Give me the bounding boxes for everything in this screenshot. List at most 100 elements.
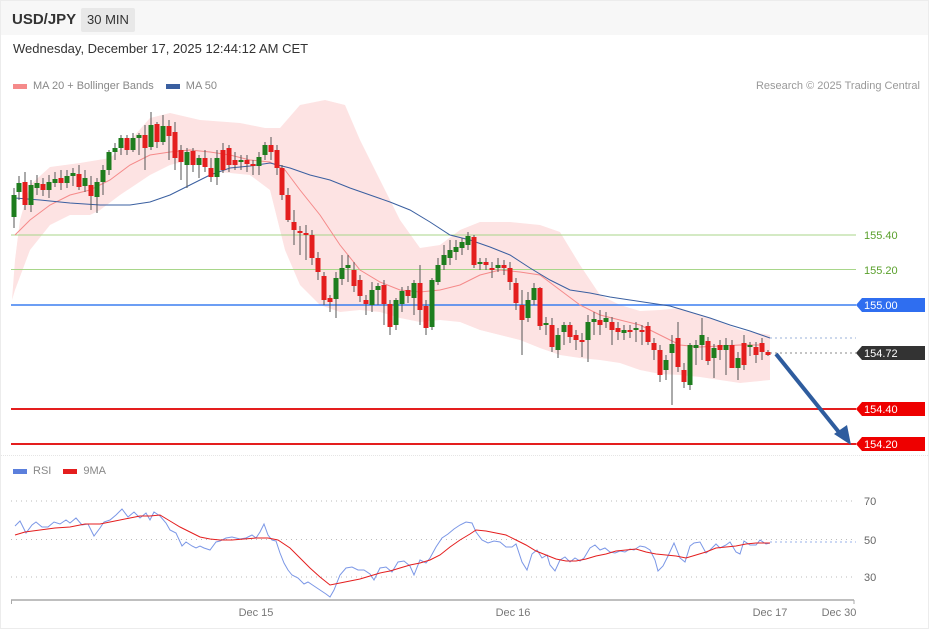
ma50-line	[14, 162, 771, 339]
legend-label: RSI	[33, 465, 52, 477]
candle-up	[214, 158, 220, 177]
candle-up	[531, 288, 537, 300]
candle-up	[100, 170, 106, 182]
candle-up	[262, 145, 268, 155]
candle-down	[172, 132, 178, 158]
candle-up	[543, 323, 549, 325]
candle-down	[705, 341, 711, 361]
candle-up	[160, 126, 166, 142]
ma20-line	[14, 149, 760, 348]
candle-down	[226, 148, 232, 165]
bollinger-band	[12, 100, 770, 383]
candle-up	[633, 328, 639, 330]
candle-down	[675, 338, 681, 367]
candle-up	[465, 236, 471, 245]
candle-up	[70, 173, 76, 176]
candle-down	[40, 184, 46, 190]
candle-down	[741, 343, 747, 365]
ma50-swatch-icon	[165, 83, 180, 89]
candle-down	[387, 304, 393, 327]
candle-down	[759, 343, 765, 352]
timeframe-button[interactable]: 30 MIN	[81, 8, 135, 32]
legend-item-ma20: MA 20 + Bollinger Bands	[13, 80, 154, 92]
legend-label: MA 50	[185, 80, 217, 92]
candle-down	[639, 330, 645, 332]
candle-up	[603, 318, 609, 322]
candle-down	[297, 231, 303, 233]
x-tick-dec15: Dec 15	[239, 607, 274, 619]
candle-up	[184, 152, 190, 165]
candle-up	[693, 345, 699, 348]
candle-down	[244, 160, 250, 164]
candle-down	[657, 350, 663, 375]
candle-up	[16, 183, 22, 192]
candle-down	[405, 290, 411, 296]
candle-down	[190, 151, 196, 165]
candle-up	[118, 138, 124, 148]
candle-up	[393, 300, 399, 325]
candle-up	[555, 335, 561, 350]
svg-text:155.20: 155.20	[864, 265, 898, 277]
chart-header: USD/JPY 30 MIN	[1, 1, 928, 35]
candle-up	[345, 265, 351, 268]
candle-down	[573, 335, 579, 340]
candle-down	[166, 126, 172, 136]
panel-separator	[1, 455, 928, 457]
candle-up	[591, 319, 597, 322]
candle-up	[699, 335, 705, 345]
candle-down	[202, 158, 208, 167]
candle-down	[423, 306, 429, 328]
candle-up	[669, 344, 675, 353]
candle-down	[381, 285, 387, 304]
candle-up	[256, 157, 262, 166]
level-tag-155-00: 155.00	[856, 298, 925, 312]
svg-text:154.40: 154.40	[864, 404, 898, 416]
symbol-label: USD/JPY	[12, 11, 77, 28]
candle-down	[363, 300, 369, 304]
candle-down	[327, 298, 333, 302]
candle-up	[747, 345, 753, 347]
candle-down	[154, 124, 160, 142]
candle-down	[274, 150, 280, 168]
candle-up	[453, 247, 459, 252]
svg-text:155.00: 155.00	[864, 300, 898, 312]
candle-up	[11, 195, 17, 217]
legend-label: MA 20 + Bollinger Bands	[33, 80, 154, 92]
candle-up	[339, 268, 345, 279]
9ma-swatch-icon	[63, 468, 78, 474]
candle-down	[567, 325, 573, 337]
candle-down	[471, 237, 477, 265]
candle-up	[687, 345, 693, 385]
candle-up	[46, 182, 52, 190]
copyright-label: Research © 2025 Trading Central	[755, 80, 920, 92]
rsi-tick-30: 30	[864, 572, 876, 584]
ma20-swatch-icon	[13, 83, 27, 89]
candle-up	[34, 183, 40, 188]
candle-up	[64, 176, 70, 183]
candle-up	[136, 135, 142, 138]
candle-down	[250, 164, 256, 166]
candle-down	[483, 262, 489, 265]
rsi-tick-70: 70	[864, 496, 876, 508]
candle-down	[309, 235, 315, 258]
rsi-tick-50: 50	[864, 535, 876, 547]
candle-down	[615, 328, 621, 332]
level-tag-155-40: 155.40	[864, 230, 898, 242]
svg-text:154.72: 154.72	[864, 348, 898, 360]
candle-up	[369, 290, 375, 305]
legend-item-rsi: RSI	[13, 465, 51, 477]
candle-down	[579, 340, 585, 342]
candle-down	[627, 330, 633, 332]
candle-up	[525, 300, 531, 318]
level-tag-current: 154.72	[856, 346, 925, 360]
candle-down	[717, 345, 723, 350]
x-tick-dec16: Dec 16	[496, 607, 531, 619]
candle-down	[321, 276, 327, 300]
candle-up	[663, 360, 669, 370]
candle-down	[232, 160, 238, 165]
candle-down	[22, 182, 28, 205]
candle-down	[76, 174, 82, 187]
candle-down	[765, 352, 771, 355]
level-tag-154-20: 154.20	[856, 437, 925, 451]
candle-up	[112, 148, 118, 152]
